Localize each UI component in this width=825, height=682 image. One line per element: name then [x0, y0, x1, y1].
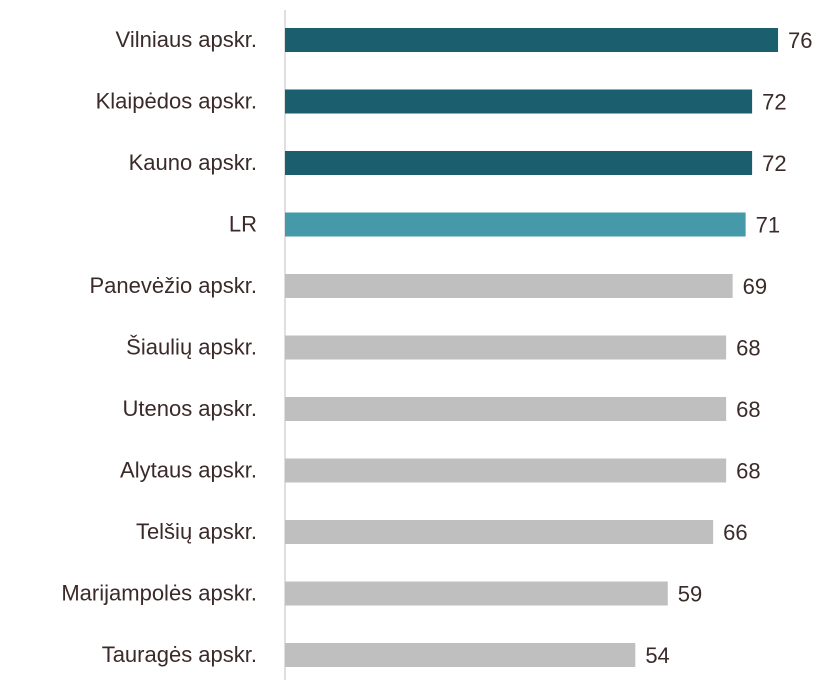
- value-label: 71: [756, 212, 780, 237]
- category-label: LR: [229, 211, 257, 236]
- category-label: Telšių apskr.: [136, 519, 257, 544]
- category-label: Panevėžio apskr.: [89, 273, 257, 298]
- value-label: 54: [645, 643, 669, 668]
- value-label: 72: [762, 151, 786, 176]
- bar: [285, 274, 733, 298]
- value-label: 76: [788, 28, 812, 53]
- bar: [285, 89, 753, 114]
- category-label: Marijampolės apskr.: [61, 580, 257, 605]
- bar: [285, 520, 714, 544]
- value-label: 69: [743, 274, 767, 299]
- bar: [285, 581, 668, 606]
- bar: [285, 335, 727, 360]
- category-label: Utenos apskr.: [122, 396, 257, 421]
- category-label: Kauno apskr.: [129, 150, 257, 175]
- category-label: Alytaus apskr.: [120, 457, 257, 482]
- bar: [285, 397, 727, 421]
- value-label: 59: [678, 581, 702, 606]
- bar: [285, 151, 753, 175]
- value-label: 68: [736, 458, 760, 483]
- value-label: 66: [723, 520, 747, 545]
- bar: [285, 458, 727, 483]
- value-label: 68: [736, 397, 760, 422]
- bar: [285, 212, 746, 237]
- category-label: Šiaulių apskr.: [126, 334, 257, 359]
- value-label: 72: [762, 89, 786, 114]
- bar: [285, 28, 779, 52]
- category-label: Klaipėdos apskr.: [96, 88, 257, 113]
- category-label: Vilniaus apskr.: [116, 27, 257, 52]
- bar: [285, 643, 636, 667]
- value-label: 68: [736, 335, 760, 360]
- category-label: Tauragės apskr.: [102, 642, 257, 667]
